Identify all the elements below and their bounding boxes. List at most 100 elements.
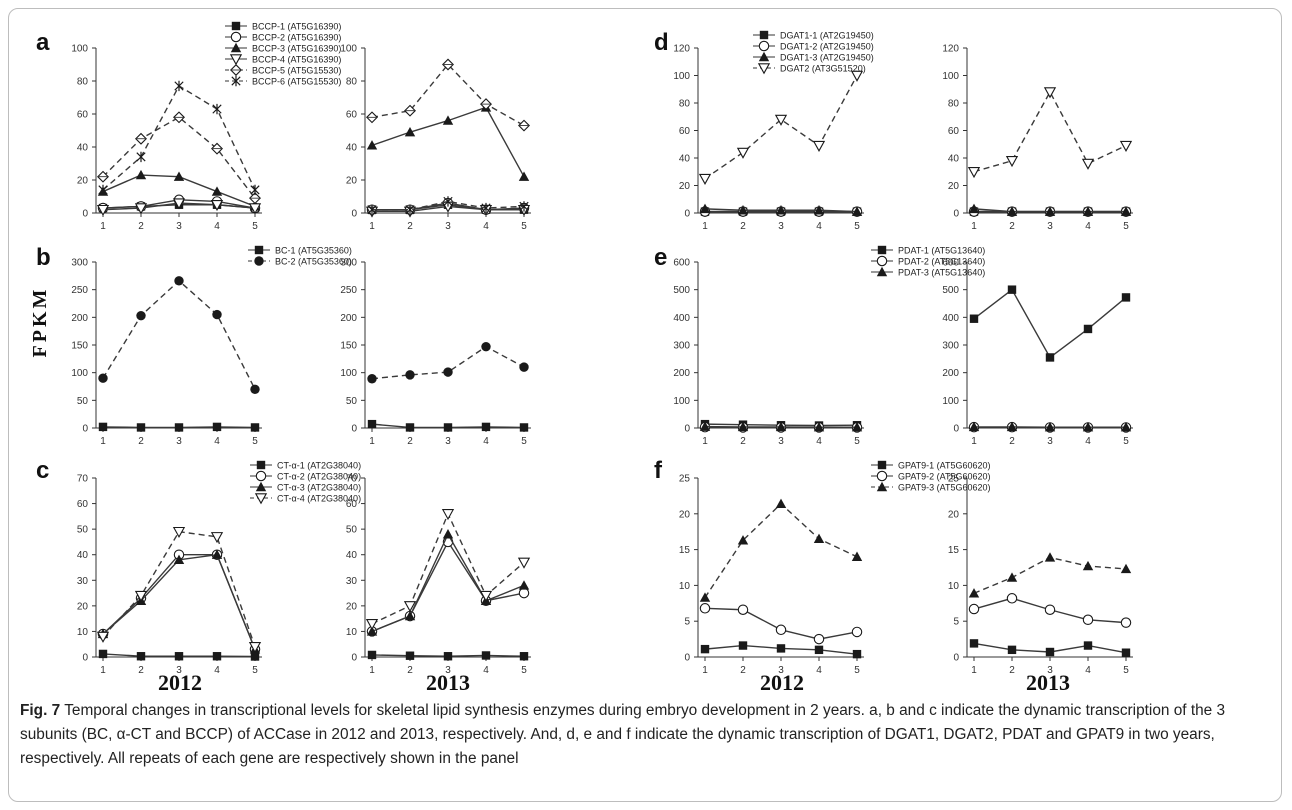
data-point-4-5 <box>517 557 531 569</box>
y-tick-label: 15 <box>948 545 960 556</box>
data-point-3-5 <box>851 206 863 216</box>
data-point-3-3 <box>1044 206 1056 216</box>
data-point-3-1 <box>968 588 980 598</box>
legend-label: CT-α-1 (AT2G38040) <box>277 461 361 471</box>
data-point-4-3 <box>172 526 186 539</box>
data-point-2-5 <box>1120 617 1132 628</box>
y-tick-label: 200 <box>340 313 357 324</box>
y-tick-label: 400 <box>673 313 690 324</box>
x-tick-label: 5 <box>252 665 258 676</box>
legend-marker <box>876 481 888 492</box>
data-point-3-5 <box>1120 421 1132 432</box>
legend-marker <box>231 75 241 87</box>
data-point-1-1 <box>700 644 710 654</box>
x-tick-label: 2 <box>740 665 746 676</box>
data-point-3-5 <box>851 551 863 561</box>
y-tick-label: 250 <box>71 285 88 296</box>
y-tick-label: 60 <box>346 499 358 510</box>
y-tick-label: 40 <box>346 550 358 561</box>
data-point-1-2 <box>1007 285 1017 294</box>
data-point-2-2 <box>1006 593 1018 604</box>
data-point-3-1 <box>699 421 711 431</box>
data-point-1-3 <box>174 652 184 661</box>
data-point-3-4 <box>1082 206 1094 216</box>
data-point-4-1 <box>967 167 981 179</box>
data-point-6-1 <box>367 204 377 215</box>
x-tick-label: 2 <box>740 436 746 447</box>
data-point-1-4 <box>1083 324 1093 334</box>
x-tick-label: 4 <box>214 221 220 232</box>
y-tick-label: 10 <box>948 581 960 592</box>
panel-letter-c: c <box>36 457 49 484</box>
caption-text: Temporal changes in transcriptional leve… <box>20 702 1226 767</box>
data-point-2-5 <box>518 587 530 599</box>
series-line-3 <box>973 556 1127 594</box>
data-point-6-4 <box>481 202 491 214</box>
series-line-4 <box>102 530 256 648</box>
data-point-4-4 <box>210 532 224 544</box>
data-point-4-1 <box>698 173 712 185</box>
figure-frame <box>8 8 1282 802</box>
data-point-3-1 <box>366 140 378 150</box>
y-tick-label: 150 <box>340 341 357 352</box>
x-tick-label: 4 <box>483 221 489 232</box>
data-point-1-4 <box>814 645 824 655</box>
y-tick-label: 120 <box>942 44 959 55</box>
data-point-4-4 <box>812 140 826 152</box>
y-tick-label: 0 <box>351 424 357 435</box>
data-point-6-3 <box>443 196 453 207</box>
legend-label: BC-1 (AT5G35360) <box>275 246 352 256</box>
chart-panel-d-2012: 0 20 40 60 80 100 120 1 2 3 4 5 <box>673 44 864 232</box>
chart-panel-b-2012: 0 50 100 150 200 250 300 1 2 3 4 5 <box>71 258 262 447</box>
data-point-6-2 <box>405 204 415 215</box>
y-tick-label: 20 <box>77 601 89 612</box>
data-point-3-2 <box>737 205 749 215</box>
y-tick-label: 0 <box>351 209 357 220</box>
legend-marker <box>254 493 268 505</box>
year-label: 2013 <box>1026 670 1070 695</box>
legend-b: BC-1 (AT5G35360)BC-2 (AT5G35360) <box>248 246 352 267</box>
data-point-1-4 <box>212 652 222 661</box>
legend-label: DGAT1-3 (AT2G19450) <box>780 53 874 63</box>
legend-marker <box>758 51 770 62</box>
y-tick-label: 100 <box>340 368 357 379</box>
legend-d: DGAT1-1 (AT2G19450)DGAT1-2 (AT2G19450)DG… <box>753 31 874 75</box>
y-tick-label: 300 <box>942 341 959 352</box>
data-point-3-3 <box>173 171 185 181</box>
x-tick-label: 4 <box>816 221 822 232</box>
y-tick-label: 80 <box>77 77 89 88</box>
data-point-3-5 <box>1120 206 1132 216</box>
x-tick-label: 3 <box>445 436 451 447</box>
x-tick-label: 1 <box>369 436 375 447</box>
data-point-2-1 <box>699 603 711 614</box>
data-point-2-3 <box>775 624 787 636</box>
y-tick-label: 50 <box>77 525 89 536</box>
data-point-2-1 <box>968 603 980 615</box>
y-tick-label: 500 <box>673 285 690 296</box>
y-tick-label: 20 <box>77 176 89 187</box>
legend-marker <box>254 245 264 255</box>
data-point-3-4 <box>1082 421 1094 432</box>
data-point-3-2 <box>404 126 416 137</box>
legend-label: BC-2 (AT5G35360) <box>275 257 352 267</box>
x-tick-label: 2 <box>407 665 413 676</box>
legend-label: BCCP-6 (AT5G15530) <box>252 77 341 87</box>
data-point-1-5 <box>250 652 260 661</box>
y-tick-label: 10 <box>346 627 358 638</box>
data-point-3-2 <box>135 169 147 180</box>
data-point-4-2 <box>1005 156 1019 168</box>
data-point-4-4 <box>210 200 224 212</box>
x-tick-label: 3 <box>176 221 182 232</box>
data-point-2-4 <box>1082 614 1094 626</box>
x-tick-label: 1 <box>100 665 106 676</box>
panel-letter-a: a <box>36 29 50 56</box>
panel-letter-f: f <box>654 457 663 484</box>
data-point-1-1 <box>969 314 979 323</box>
data-point-4-3 <box>172 198 186 210</box>
series-line-2 <box>371 345 525 380</box>
legend-marker <box>876 266 888 277</box>
series-line-2 <box>102 554 256 650</box>
y-tick-label: 0 <box>684 209 690 220</box>
legend-marker <box>255 481 267 492</box>
data-point-3-1 <box>699 203 711 214</box>
